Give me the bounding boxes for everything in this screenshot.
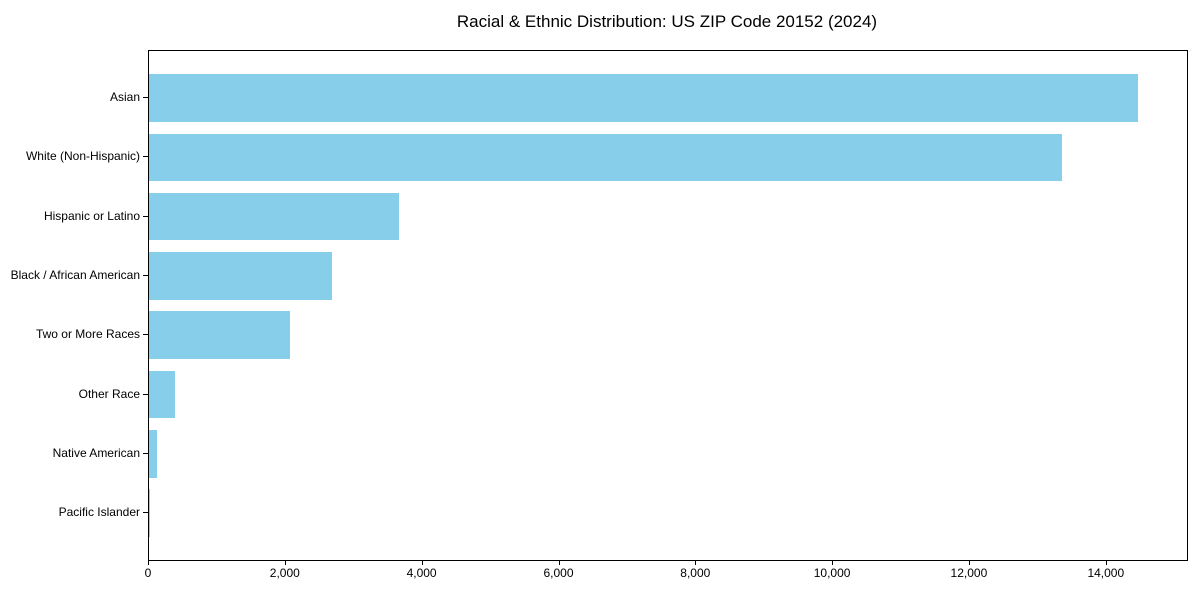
- y-tick-label: White (Non-Hispanic): [25, 149, 140, 164]
- x-tick-mark: [421, 560, 423, 565]
- x-tick-label: 0: [144, 566, 152, 580]
- y-tick-label: Other Race: [78, 386, 140, 401]
- x-tick-mark: [1105, 560, 1107, 565]
- y-tick-label: Two or More Races: [35, 327, 140, 342]
- x-tick-label: 10,000: [813, 566, 851, 580]
- x-tick-label: 14,000: [1087, 566, 1125, 580]
- y-tick-label: Hispanic or Latino: [43, 208, 140, 223]
- x-tick-label: 6,000: [543, 566, 574, 580]
- x-tick-label: 2,000: [269, 566, 300, 580]
- x-tick-mark: [695, 560, 697, 565]
- bar-white-non-hispanic: [149, 133, 1063, 181]
- y-tick-mark: [143, 512, 148, 514]
- y-tick-label: Asian: [109, 89, 140, 104]
- x-tick-mark: [558, 560, 560, 565]
- y-tick-mark: [143, 96, 148, 98]
- bar-hispanic-or-latino: [149, 192, 399, 241]
- y-tick-mark: [143, 452, 148, 454]
- bar-black-african-american: [149, 252, 332, 300]
- x-tick-mark: [284, 560, 286, 565]
- bar-asian: [149, 74, 1138, 122]
- x-tick-mark: [832, 560, 834, 565]
- y-tick-mark: [143, 274, 148, 276]
- y-tick-label: Black / African American: [10, 267, 140, 282]
- x-tick-label: 4,000: [406, 566, 437, 580]
- chart-title: Racial & Ethnic Distribution: US ZIP Cod…: [456, 12, 878, 31]
- plot-area: [148, 50, 1188, 561]
- x-tick-label: 12,000: [950, 566, 988, 580]
- bar-two-or-more-races: [149, 311, 290, 359]
- bar-native-american: [149, 430, 157, 478]
- x-tick-mark: [148, 560, 149, 565]
- bar-other-race: [149, 370, 175, 419]
- bar-pacific-islander: [149, 489, 150, 537]
- y-tick-mark: [143, 334, 148, 336]
- y-tick-mark: [143, 156, 148, 158]
- y-tick-mark: [143, 215, 148, 217]
- x-tick-label: 8,000: [680, 566, 711, 580]
- x-tick-mark: [968, 560, 970, 565]
- y-tick-label: Native American: [52, 445, 140, 460]
- y-tick-mark: [143, 393, 148, 395]
- y-tick-label: Pacific Islander: [58, 505, 140, 520]
